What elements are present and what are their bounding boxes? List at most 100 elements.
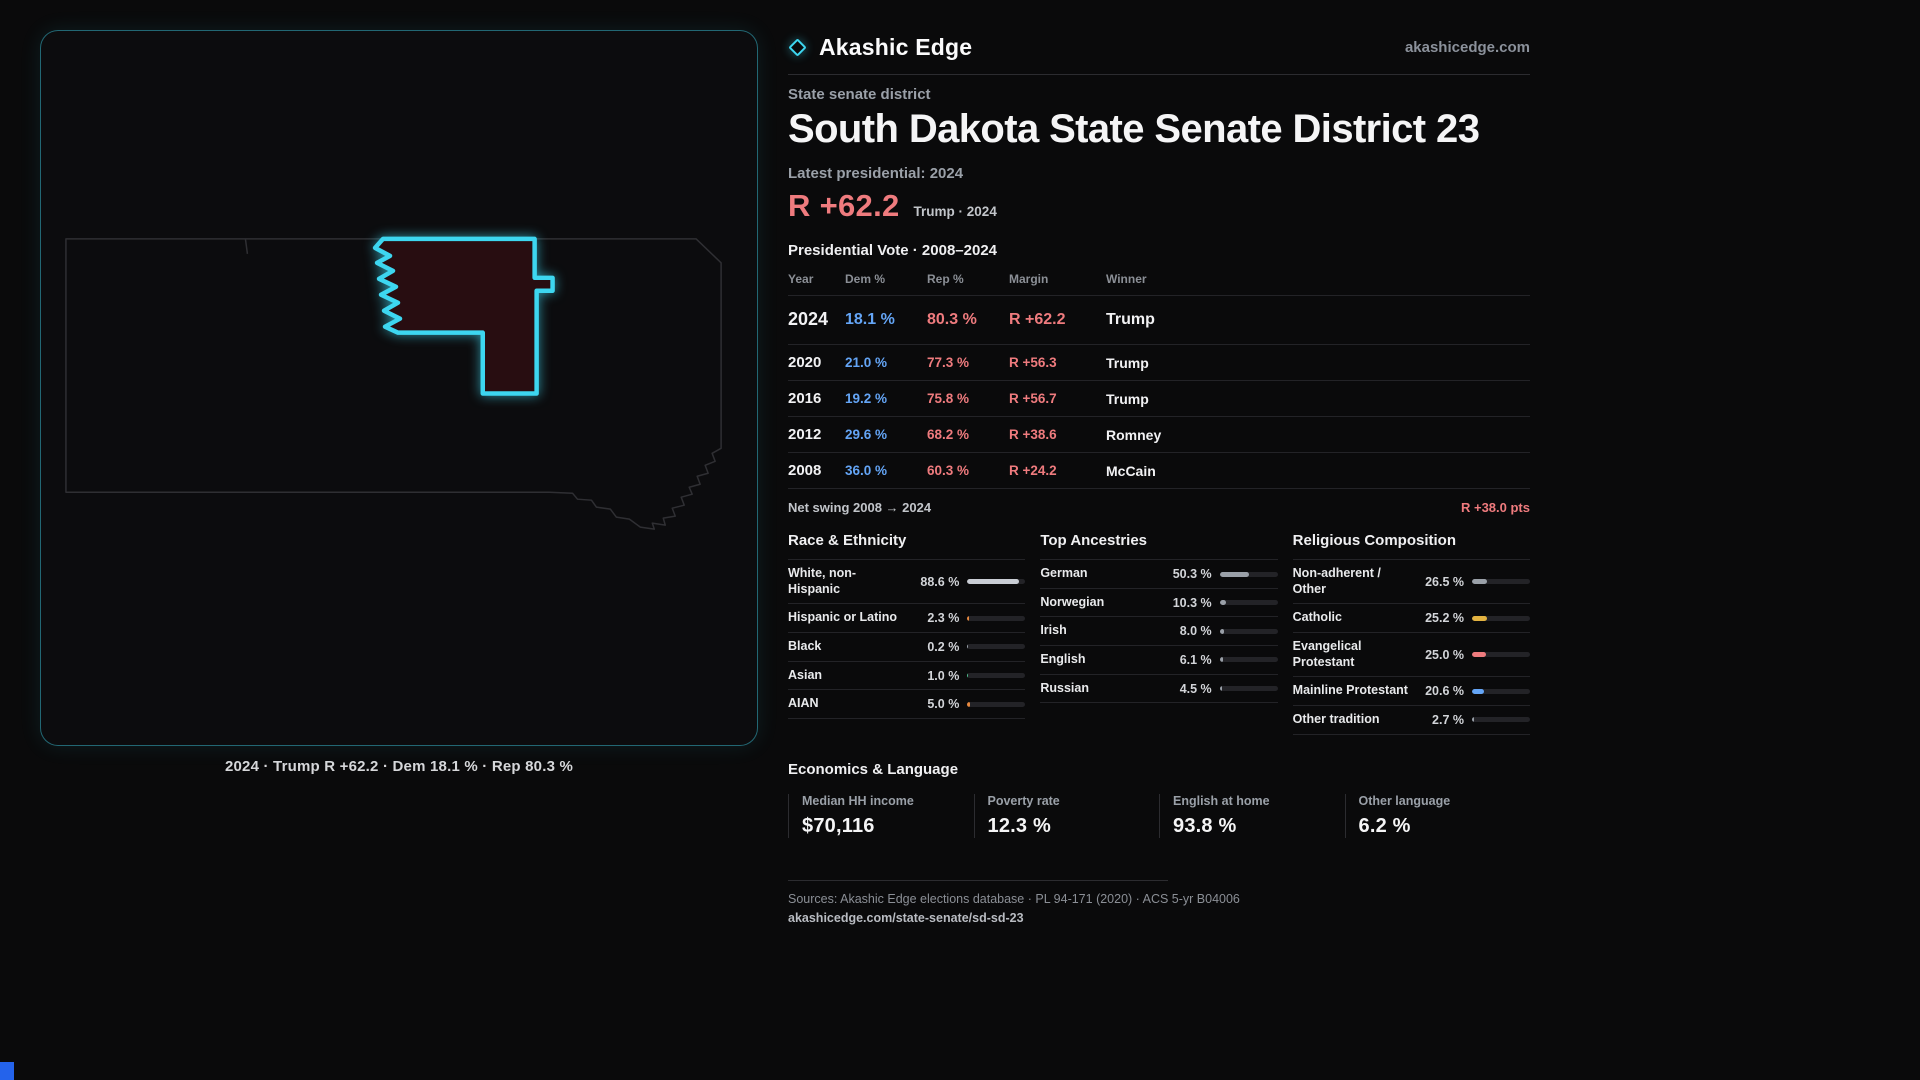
district-23-shape — [372, 236, 555, 396]
page-title: South Dakota State Senate District 23 — [788, 107, 1480, 151]
site-domain-link[interactable]: akashicedge.com — [1404, 38, 1530, 56]
demo-label: White, non-Hispanic — [788, 566, 857, 596]
net-swing-label: Net swing 2008 → 2024 — [788, 500, 932, 516]
demo-row: White, non-Hispanic 88.6 % — [788, 560, 1026, 605]
religion-column: Religious Composition Non-adherent / Oth… — [1292, 526, 1530, 735]
header-divider — [788, 74, 1530, 75]
net-swing-row: Net swing 2008 → 2024 R +38.0 pts — [788, 489, 1530, 524]
vote-cell-year: 2020 — [788, 345, 845, 382]
stat-value: 12.3 % — [987, 814, 1051, 837]
demo-bar — [967, 615, 1026, 621]
vote-cell-dem: 21.0 % — [845, 345, 927, 382]
vote-cell-dem: 18.1 % — [845, 296, 927, 346]
vote-cell-year: 2024 — [788, 296, 845, 346]
col-dem: Dem % — [845, 272, 927, 297]
demo-value: 1.0 % — [927, 668, 960, 683]
demo-label: German — [1040, 566, 1088, 581]
state-outline — [65, 238, 722, 530]
stat-median-income: Median HH income $70,116 — [788, 793, 974, 838]
demo-value: 2.3 % — [927, 611, 960, 626]
demo-value: 6.1 % — [1179, 652, 1212, 667]
vote-cell-margin: R +24.2 — [1009, 453, 1106, 490]
district-kicker: State senate district — [788, 86, 931, 103]
demo-bar — [1219, 686, 1278, 691]
stat-value: 6.2 % — [1358, 814, 1411, 837]
demo-label: AIAN — [788, 696, 819, 711]
demo-label: Catholic — [1292, 610, 1342, 625]
stat-label: Poverty rate — [987, 793, 1060, 808]
latest-presidential-label: Latest presidential: 2024 — [788, 165, 964, 183]
stat-label: Median HH income — [802, 793, 914, 808]
demo-bar — [1471, 717, 1530, 723]
demo-label: Norwegian — [1040, 594, 1105, 609]
demo-bar — [967, 644, 1026, 650]
vote-cell-margin: R +62.2 — [1009, 296, 1106, 346]
demo-label: Irish — [1040, 623, 1067, 638]
permalink[interactable]: akashicedge.com/state-senate/sd-sd-23 — [788, 910, 1024, 925]
demo-bar-fill — [1219, 686, 1223, 691]
demo-row: English 6.1 % — [1040, 646, 1278, 675]
vote-table-title: Presidential Vote · 2008–2024 — [788, 242, 998, 260]
vote-cell-year: 2012 — [788, 417, 845, 454]
vote-cell-rep: 60.3 % — [927, 453, 1009, 490]
col-year: Year — [788, 272, 845, 297]
vote-table: Year Dem % Rep % Margin Winner 2024 18.1… — [788, 272, 1530, 490]
demo-bar-fill — [1219, 628, 1225, 634]
col-winner: Winner — [1106, 272, 1530, 297]
demo-value: 2.7 % — [1432, 712, 1464, 727]
demo-value: 26.5 % — [1425, 574, 1464, 589]
race-ethnicity-column: Race & Ethnicity White, non-Hispanic 88.… — [788, 526, 1026, 734]
vote-cell-winner: McCain — [1106, 453, 1530, 490]
vote-cell-year: 2008 — [788, 453, 845, 490]
demo-bar — [967, 579, 1026, 585]
brand-row: Akashic Edge akashicedge.com — [788, 30, 1530, 64]
net-swing-value: R +38.0 pts — [1460, 500, 1530, 516]
brand-name: Akashic Edge — [819, 33, 973, 60]
state-river-tick — [244, 238, 249, 254]
stat-other-language: Other language 6.2 % — [1344, 793, 1531, 838]
demo-row: Norwegian 10.3 % — [1040, 589, 1278, 618]
demo-row: Hispanic or Latino 2.3 % — [788, 604, 1026, 634]
demo-bar-fill — [1219, 571, 1249, 577]
demo-row: AIAN 5.0 % — [788, 690, 1026, 719]
vote-cell-dem: 19.2 % — [845, 381, 927, 418]
demo-value: 88.6 % — [920, 574, 960, 589]
sources-text: Sources: Akashic Edge elections database… — [788, 891, 1240, 906]
demo-bar-fill — [1471, 652, 1487, 658]
demo-label: Russian — [1040, 680, 1089, 695]
map-caption: 2024 · Trump R +62.2 · Dem 18.1 % · Rep … — [224, 758, 574, 775]
demo-bar — [1471, 615, 1530, 621]
section-title: Race & Ethnicity — [788, 526, 1026, 561]
demo-row: Catholic 25.2 % — [1292, 604, 1530, 634]
demo-bar — [1471, 579, 1530, 585]
vote-cell-margin: R +38.6 — [1009, 417, 1106, 454]
map-panel — [40, 30, 758, 746]
demo-value: 4.5 % — [1179, 681, 1212, 696]
vote-cell-winner: Trump — [1106, 345, 1530, 382]
demo-row: Non-adherent / Other 26.5 % — [1292, 560, 1530, 605]
demo-bar-fill — [967, 579, 1019, 585]
demo-label: Non-adherent / Other — [1292, 566, 1381, 596]
stat-poverty-rate: Poverty rate 12.3 % — [973, 793, 1160, 838]
demo-row: German 50.3 % — [1040, 560, 1278, 589]
demo-label: Black — [788, 639, 822, 654]
demo-label: Evangelical Protestant — [1292, 639, 1362, 669]
stat-label: Other language — [1358, 793, 1451, 808]
demographics-grid: Race & Ethnicity White, non-Hispanic 88.… — [788, 526, 1530, 735]
vote-cell-rep: 80.3 % — [927, 296, 1009, 346]
stat-value: $70,116 — [802, 814, 875, 837]
demo-bar-fill — [1219, 600, 1226, 606]
demo-bar — [1219, 657, 1278, 663]
demo-label: Other tradition — [1292, 711, 1380, 726]
demo-bar — [1471, 652, 1530, 658]
col-rep: Rep % — [927, 272, 1009, 297]
vote-cell-rep: 77.3 % — [927, 345, 1009, 382]
vote-cell-dem: 36.0 % — [845, 453, 927, 490]
ancestries-column: Top Ancestries German 50.3 % Norwegian 1… — [1040, 526, 1278, 734]
corner-accent — [0, 1062, 14, 1080]
stat-label: English at home — [1173, 793, 1270, 808]
demo-row: Russian 4.5 % — [1040, 675, 1278, 704]
margin-headline: R +62.2 — [788, 188, 900, 224]
vote-cell-rep: 75.8 % — [927, 381, 1009, 418]
